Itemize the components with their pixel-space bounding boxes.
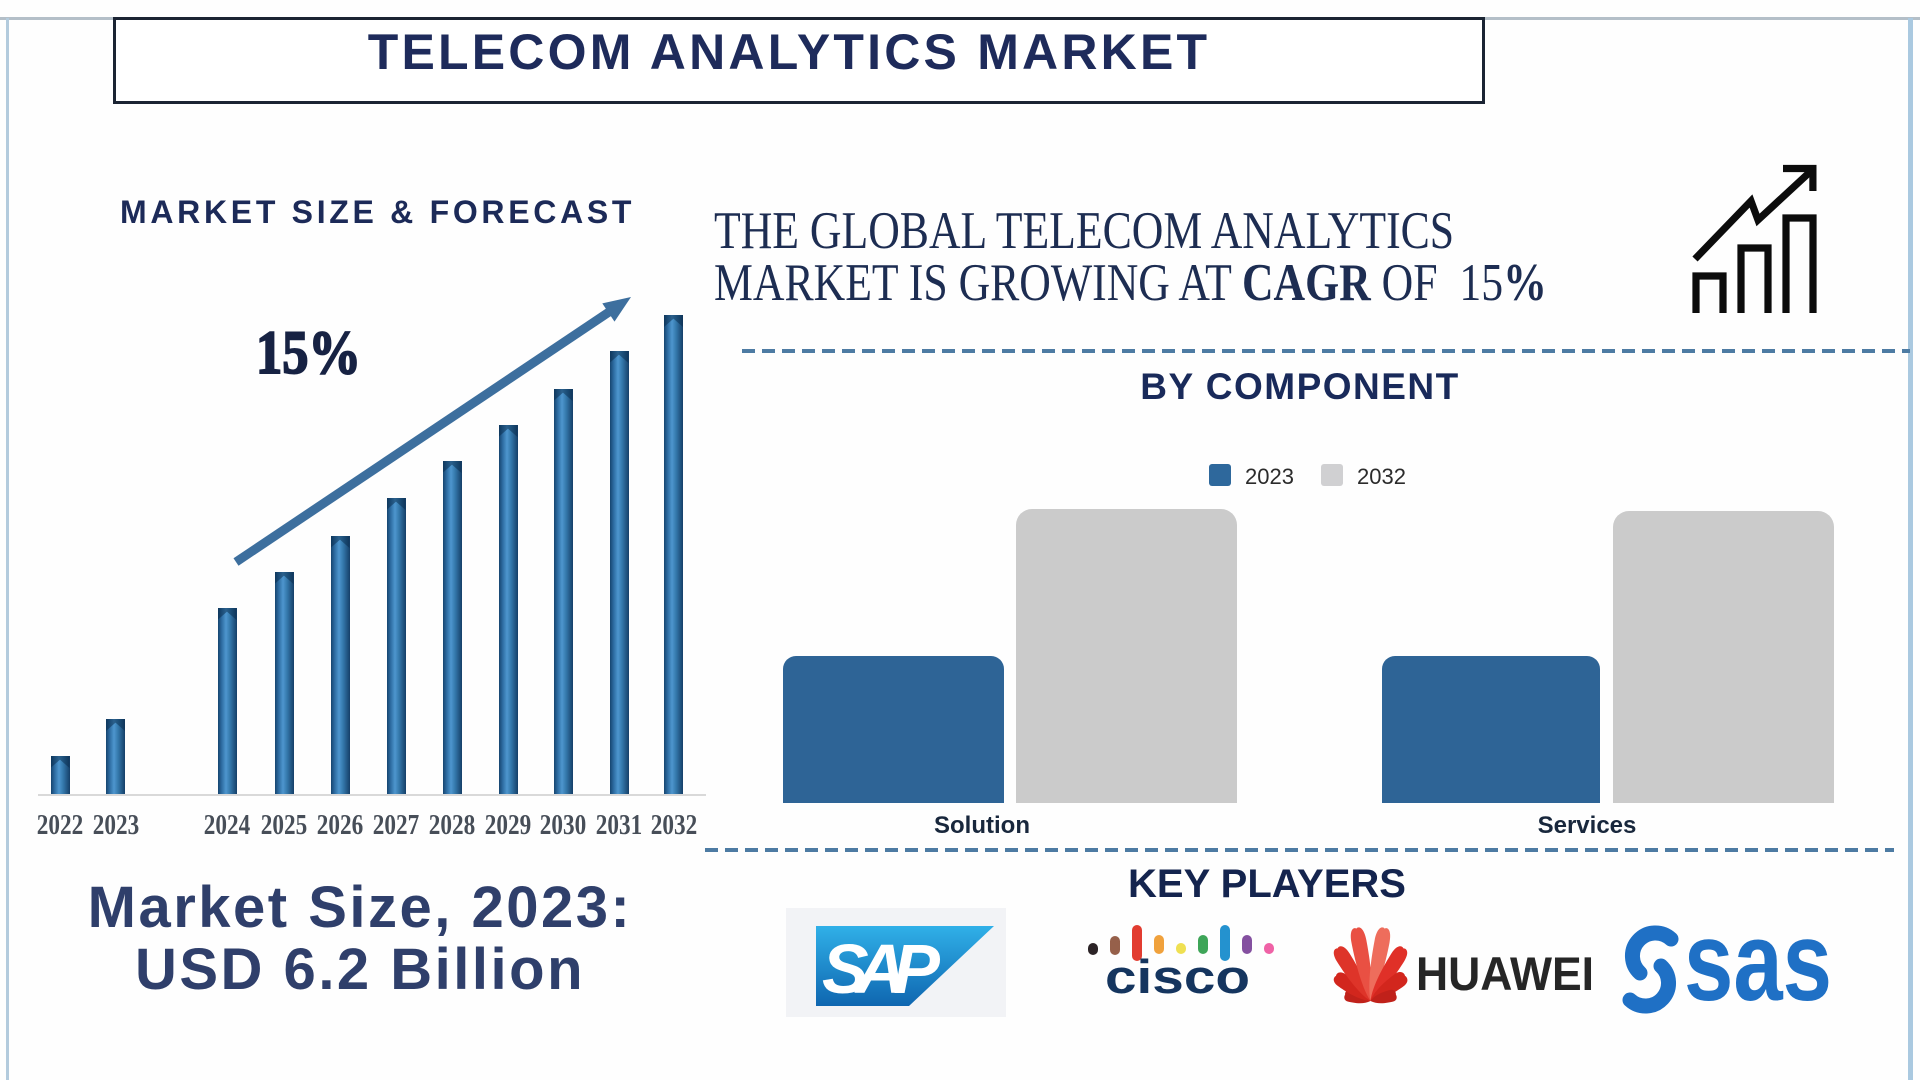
svg-text:HUAWEI: HUAWEI [1416,947,1594,1000]
svg-text:SAP: SAP [822,930,940,1008]
svg-text:sas: sas [1684,899,1832,1024]
svg-text:cisco: cisco [1105,950,1250,1003]
